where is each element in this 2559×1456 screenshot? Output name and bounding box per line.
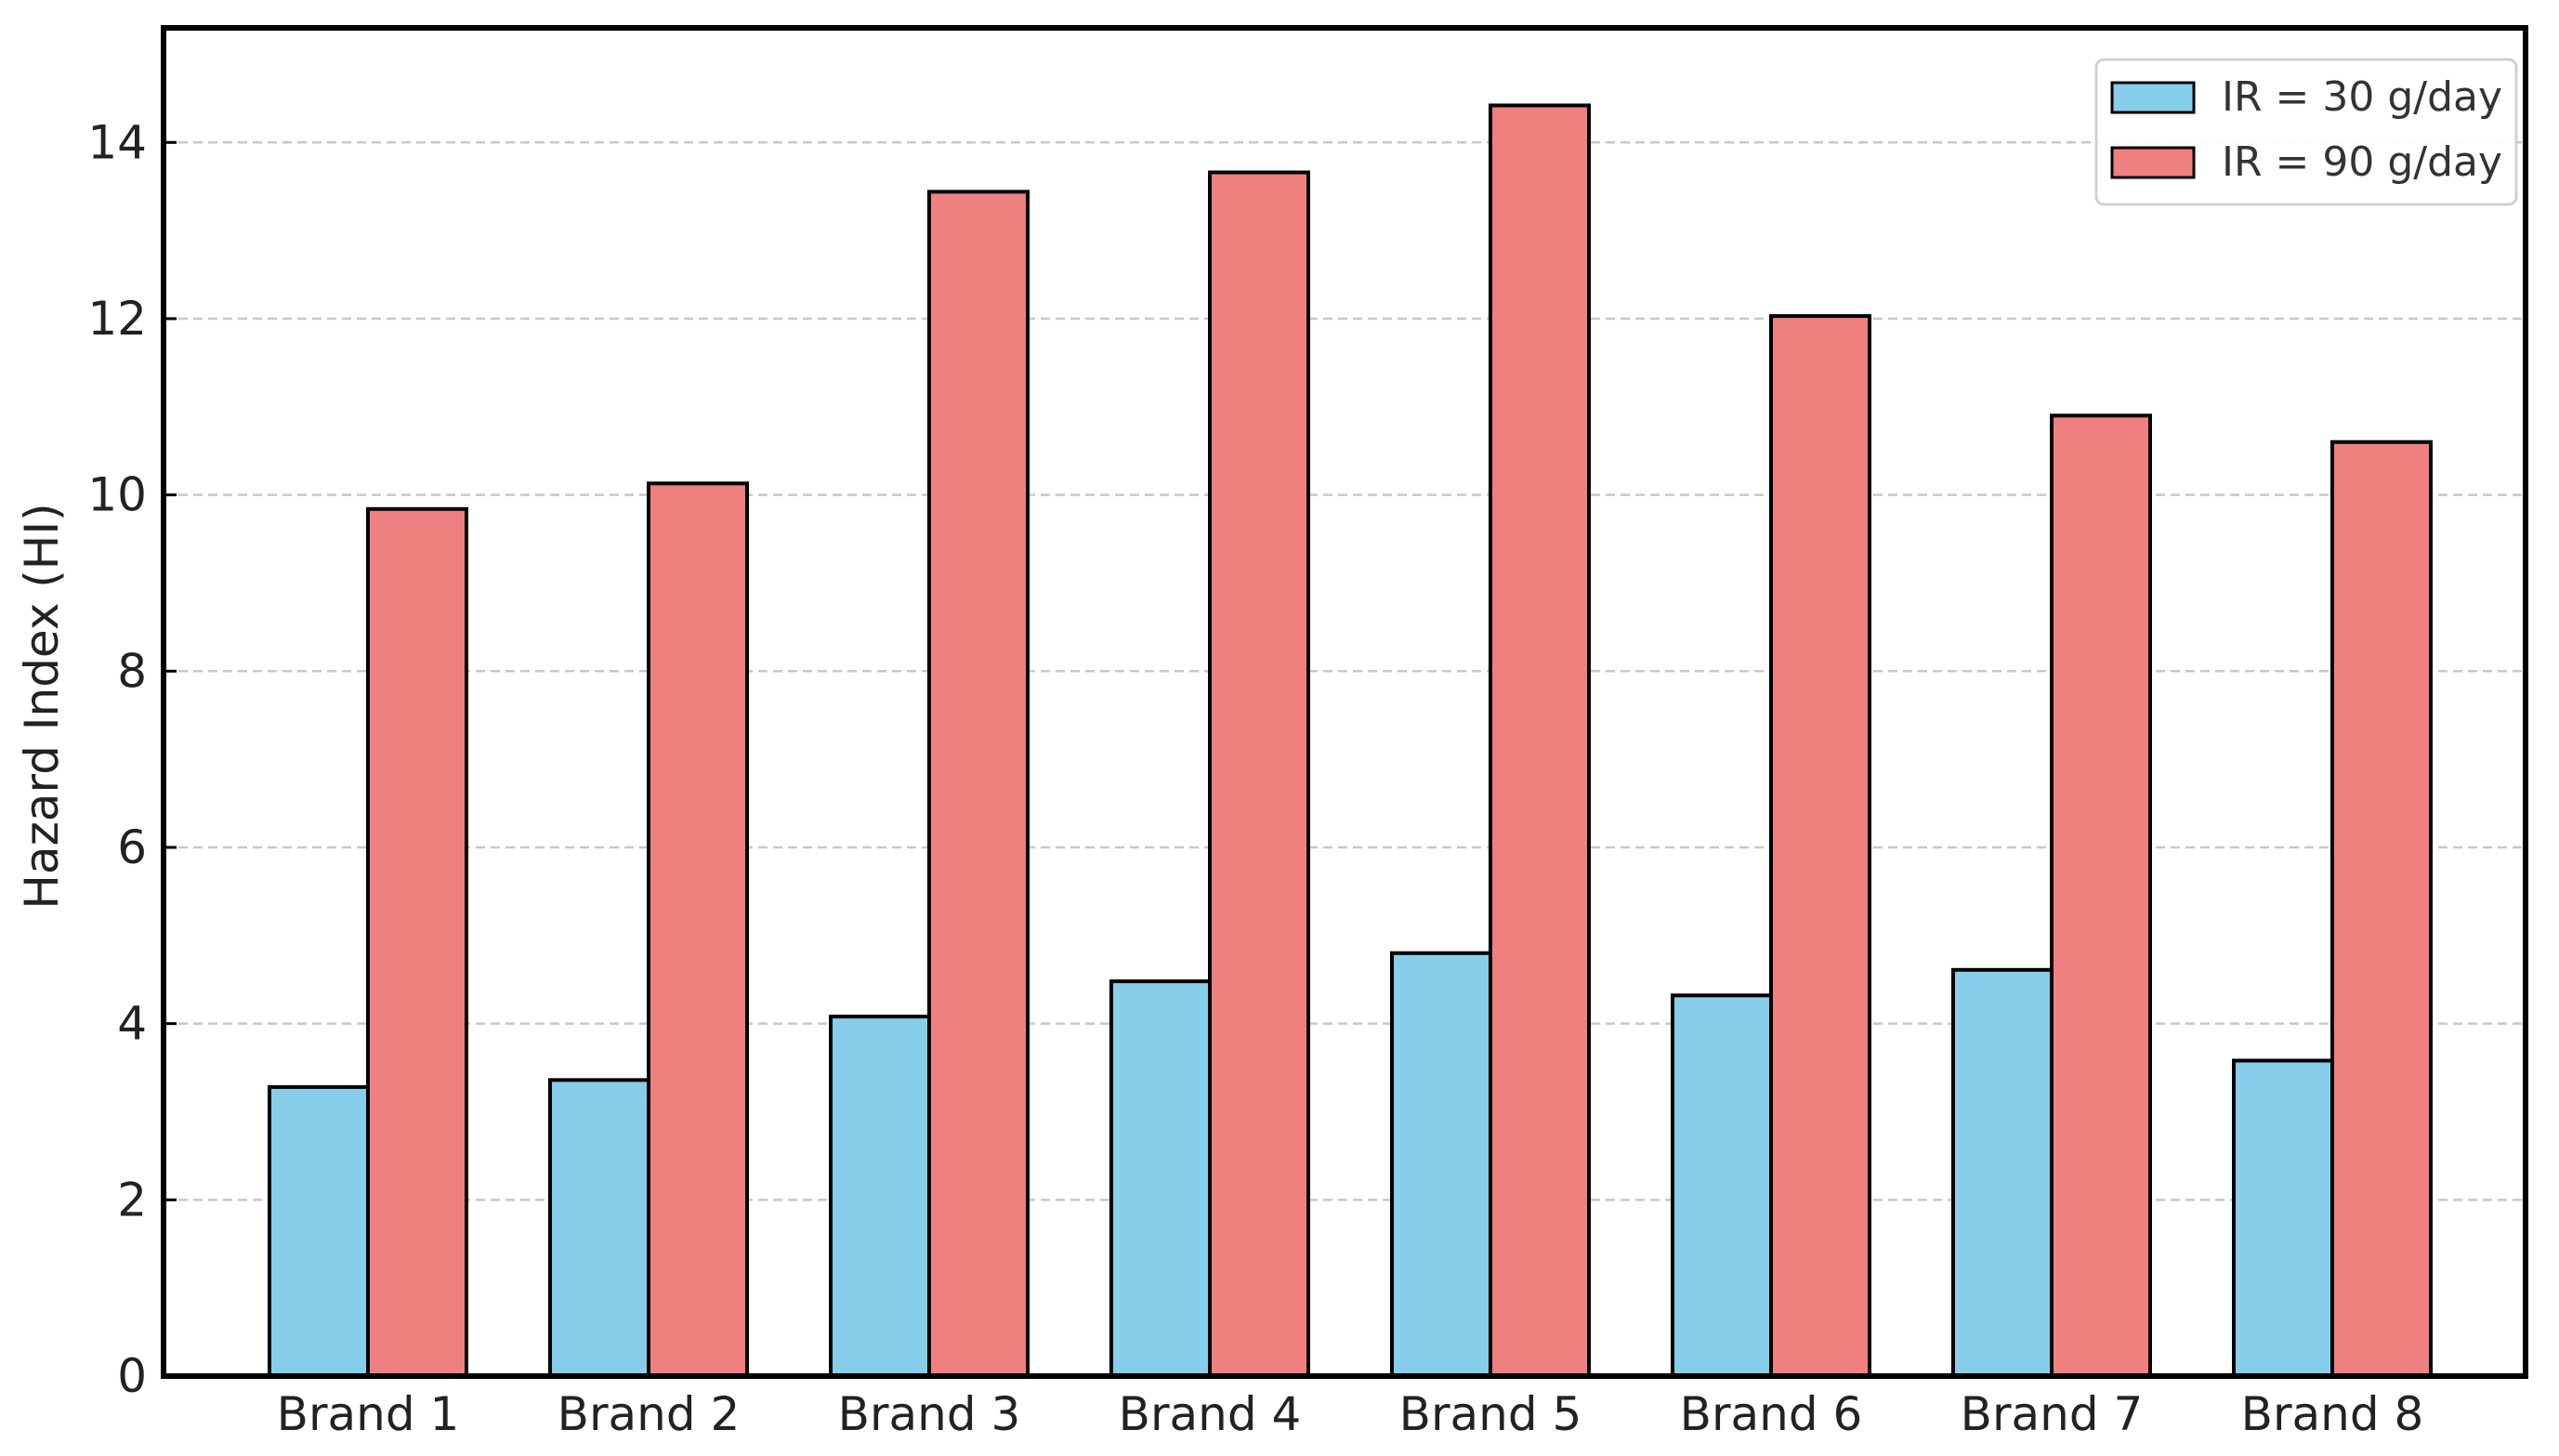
bar-ir30-brand-6 (1671, 993, 1773, 1379)
y-axis-title: Hazard Index (HI) (15, 503, 69, 909)
x-tick-label: Brand 5 (1399, 1387, 1582, 1441)
bar-ir30-brand-7 (1951, 967, 2054, 1378)
bar-ir30-brand-4 (1109, 979, 1212, 1379)
bar-ir90-brand-6 (1769, 314, 1871, 1378)
x-tick-label: Brand 3 (838, 1387, 1021, 1441)
legend-swatch-ir30 (2110, 81, 2196, 114)
y-tick-label: 4 (117, 997, 147, 1051)
bar-ir90-brand-2 (647, 481, 749, 1378)
x-tick-label: Brand 4 (1119, 1387, 1302, 1441)
y-tick-label: 10 (87, 468, 147, 522)
legend-box (2094, 58, 2518, 206)
x-tick-label: Brand 8 (2241, 1387, 2424, 1441)
legend-label-ir30: IR = 30 g/day (2222, 73, 2502, 121)
y-tick-label: 6 (117, 820, 147, 874)
y-tick-label: 8 (117, 644, 147, 698)
bar-ir90-brand-7 (2050, 413, 2152, 1379)
x-tick-label: Brand 7 (1961, 1387, 2144, 1441)
bar-ir90-brand-4 (1208, 170, 1310, 1379)
bars (268, 103, 2433, 1379)
x-tick-label: Brand 1 (277, 1387, 460, 1441)
tick-labels: 0 2 4 6 8 10 12 14 Brand 1 Brand 2 Brand 3 Brand 4 B… (87, 115, 2423, 1441)
axes (161, 25, 2528, 1379)
gridlines (164, 141, 2526, 1201)
y-tick-label: 0 (117, 1349, 147, 1403)
y-tick-label: 14 (87, 115, 147, 169)
legend-label-ir90: IR = 90 g/day (2222, 138, 2502, 186)
bar-ir90-brand-5 (1489, 103, 1591, 1379)
bar-ir90-brand-3 (927, 190, 1030, 1378)
plot-frame (161, 25, 2528, 1379)
x-tick-label: Brand 6 (1680, 1387, 1863, 1441)
legend-swatch-ir90 (2110, 146, 2196, 179)
bar-ir90-brand-8 (2330, 439, 2433, 1378)
bar-ir30-brand-8 (2232, 1058, 2334, 1379)
x-tick-label: Brand 2 (558, 1387, 741, 1441)
legend: IR = 30 g/day IR = 90 g/day (2094, 58, 2518, 206)
bar-ir30-brand-3 (829, 1015, 931, 1378)
y-tick-label: 2 (117, 1173, 147, 1226)
bar-ir30-brand-5 (1390, 951, 1492, 1378)
bar-ir90-brand-1 (366, 506, 468, 1378)
bar-ir30-brand-2 (548, 1078, 650, 1378)
y-tick-label: 12 (87, 292, 147, 346)
bar-ir30-brand-1 (268, 1084, 370, 1378)
